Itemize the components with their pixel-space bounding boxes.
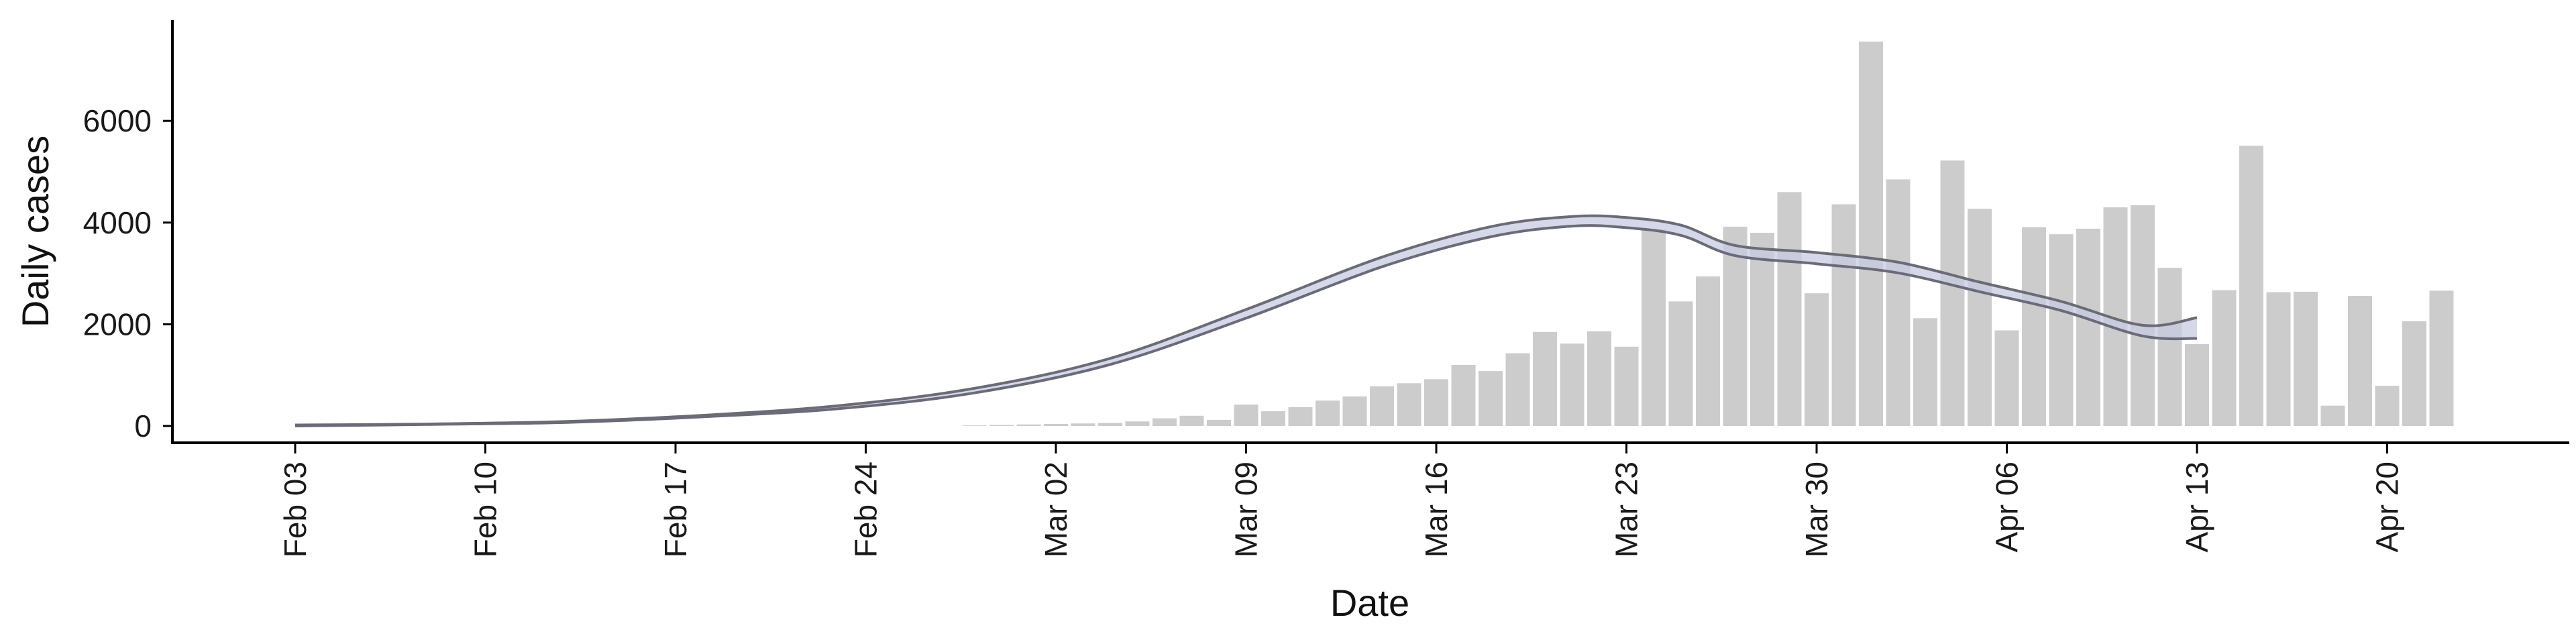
x-tick-label: Feb 03 (278, 462, 313, 557)
bar (1968, 209, 1992, 426)
band-series (295, 215, 2197, 426)
bar (1397, 383, 1421, 426)
bar (1044, 424, 1068, 426)
bar (1234, 405, 1258, 426)
bar (2131, 205, 2155, 426)
bar (1831, 204, 1856, 426)
x-tick-label: Feb 17 (658, 462, 693, 557)
bar (1316, 400, 1340, 426)
bar (1587, 331, 1611, 426)
bar (2429, 290, 2454, 426)
x-tick-label: Mar 02 (1038, 462, 1073, 557)
bar (1614, 346, 1639, 426)
bar (2375, 386, 2400, 426)
bar (1207, 419, 1231, 426)
bar (1560, 343, 1585, 426)
uncertainty-band (295, 215, 2197, 426)
bar (1261, 411, 1285, 426)
bar (1071, 423, 1095, 426)
bar (2022, 227, 2046, 426)
bar (1668, 301, 1693, 426)
bar (1723, 226, 1748, 426)
bar (2320, 405, 2345, 426)
y-tick-label: 0 (134, 409, 152, 443)
bar (1859, 42, 1883, 426)
bar (1994, 330, 2019, 426)
y-tick-label: 4000 (83, 205, 152, 240)
bar (1750, 233, 1774, 426)
bar (1886, 179, 1911, 426)
bar (2157, 268, 2182, 426)
bar (1424, 379, 1448, 426)
bar (1451, 365, 1476, 426)
x-tick-label: Apr 20 (2370, 462, 2405, 553)
bar (1370, 386, 1394, 426)
bar (2402, 321, 2426, 426)
bar (1288, 407, 1313, 426)
bar (1098, 423, 1122, 426)
y-tick-label: 6000 (83, 103, 152, 138)
bar (1179, 415, 1204, 426)
bar (2266, 292, 2291, 426)
bar (962, 425, 987, 426)
x-tick-label: Mar 23 (1609, 462, 1644, 557)
bar (1777, 192, 1802, 426)
bar (2049, 234, 2074, 426)
bar (1533, 331, 1557, 426)
x-tick-label: Apr 06 (1990, 462, 2025, 553)
y-tick-label: 2000 (83, 307, 152, 341)
bar (2348, 296, 2372, 426)
x-tick-label: Mar 09 (1229, 462, 1264, 557)
x-axis-ticks: Feb 03 Feb 10 Feb 17 Feb 24 Mar 02 Mar 09 Mar … (278, 443, 2405, 557)
x-tick-label: Feb 24 (849, 462, 883, 557)
bar (1913, 318, 1937, 426)
x-tick-label: Mar 30 (1799, 462, 1834, 557)
bar (1805, 293, 1829, 426)
y-axis-title: Daily cases (14, 136, 56, 327)
bar (1642, 229, 1666, 426)
bar (1505, 353, 1530, 426)
x-axis-title: Date (1330, 582, 1409, 624)
bar (1152, 418, 1177, 426)
x-tick-label: Apr 13 (2180, 462, 2214, 553)
lower-line (294, 224, 2198, 427)
x-tick-label: Feb 10 (468, 462, 503, 557)
bar (2185, 344, 2209, 426)
y-axis-ticks: 0 2000 4000 6000 (83, 103, 172, 443)
bar (989, 425, 1014, 426)
bar (1125, 421, 1150, 426)
bar (1342, 396, 1367, 426)
bar (1940, 160, 1965, 427)
bar-series (962, 42, 2454, 427)
bar (2212, 290, 2237, 426)
bar (1696, 276, 1720, 426)
bar (2076, 228, 2100, 426)
bar (2294, 291, 2318, 426)
bar (2239, 146, 2263, 427)
bar (1479, 371, 1503, 426)
line-series (294, 214, 2198, 427)
x-tick-label: Mar 16 (1419, 462, 1454, 557)
upper-line (294, 214, 2198, 427)
bar (1016, 424, 1041, 426)
